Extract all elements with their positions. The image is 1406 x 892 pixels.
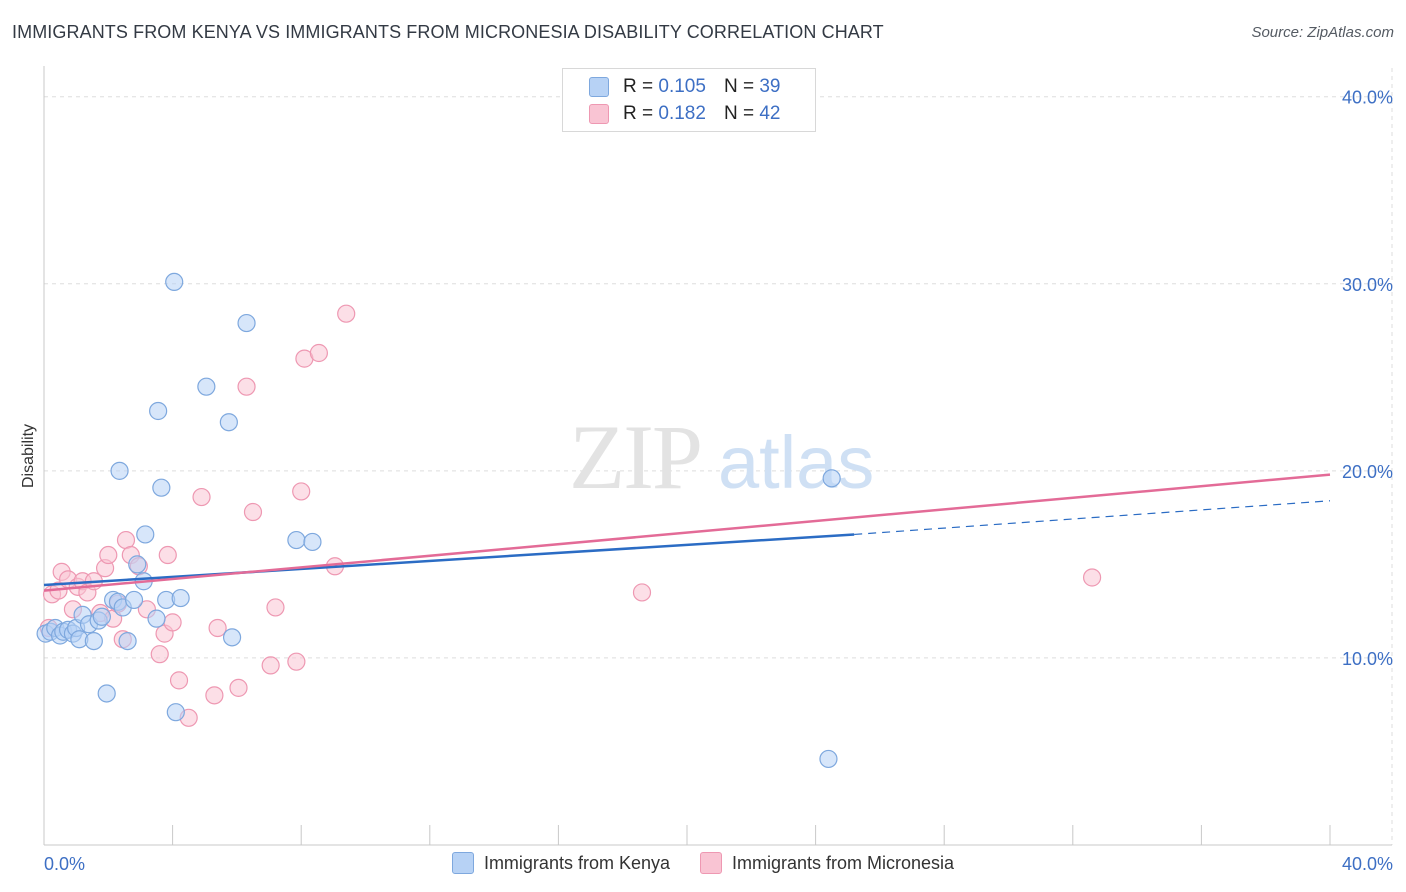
micronesia-r-value: 0.182 bbox=[658, 103, 706, 124]
axis-labels: 10.0% 20.0% 30.0% 40.0% 0.0% 40.0% Disability bbox=[20, 88, 1393, 874]
y-tick-label: 20.0% bbox=[1342, 462, 1393, 482]
kenya-swatch bbox=[589, 77, 609, 97]
micronesia-point bbox=[237, 377, 256, 396]
kenya-trend-extension bbox=[854, 500, 1331, 536]
micronesia-point bbox=[158, 545, 177, 565]
kenya-point bbox=[287, 530, 306, 550]
kenya-point bbox=[92, 607, 111, 626]
micronesia-point bbox=[99, 545, 118, 565]
micronesia-r-label: R = bbox=[623, 103, 654, 124]
kenya-n-value: 39 bbox=[759, 76, 781, 97]
y-tick-label: 40.0% bbox=[1342, 88, 1393, 108]
micronesia-point bbox=[1082, 568, 1102, 587]
axes bbox=[43, 66, 1392, 846]
y-tick-label: 30.0% bbox=[1342, 275, 1393, 295]
micronesia-trend-line bbox=[43, 473, 1331, 592]
kenya-n-label: N = bbox=[723, 76, 755, 97]
micronesia-point bbox=[163, 613, 182, 632]
kenya-point bbox=[237, 313, 256, 333]
legend-item-kenya[interactable]: Immigrants from Kenya bbox=[451, 852, 670, 874]
kenya-point bbox=[165, 272, 184, 292]
stats-legend: R = 0.105 N = 39 R = 0.182 N = 42 bbox=[562, 68, 816, 132]
legend-item-micronesia[interactable]: Immigrants from Micronesia bbox=[700, 852, 954, 874]
chart-title: IMMIGRANTS FROM KENYA VS IMMIGRANTS FROM… bbox=[12, 22, 884, 42]
kenya-points bbox=[36, 272, 841, 769]
kenya-trend-line bbox=[43, 533, 855, 587]
kenya-point bbox=[110, 461, 129, 480]
kenya-point bbox=[819, 749, 838, 769]
y-axis-label: Disability bbox=[20, 424, 37, 488]
kenya-point bbox=[124, 590, 144, 610]
kenya-r-value: 0.105 bbox=[658, 76, 706, 97]
micronesia-point bbox=[337, 304, 356, 323]
kenya-point bbox=[171, 588, 190, 608]
kenya-point bbox=[822, 469, 841, 488]
micronesia-point bbox=[292, 482, 311, 501]
kenya-point bbox=[219, 413, 238, 432]
watermark: ZIP atlas bbox=[569, 406, 874, 508]
x-tick-label-min: 0.0% bbox=[44, 854, 85, 874]
micronesia-n-value: 42 bbox=[759, 103, 781, 124]
micronesia-point bbox=[208, 618, 227, 638]
micronesia-point bbox=[169, 671, 189, 690]
micronesia-point bbox=[205, 686, 224, 705]
micronesia-point bbox=[309, 343, 328, 363]
y-tick-label: 10.0% bbox=[1342, 649, 1393, 669]
kenya-point bbox=[197, 377, 216, 396]
stats-row-micronesia: R = 0.182 N = 42 bbox=[589, 101, 780, 127]
micronesia-point bbox=[150, 645, 169, 664]
kenya-point bbox=[303, 532, 322, 552]
legend-kenya-swatch bbox=[451, 852, 474, 874]
kenya-point bbox=[147, 609, 166, 628]
micronesia-point bbox=[192, 487, 211, 507]
kenya-point bbox=[97, 684, 116, 703]
kenya-point bbox=[152, 478, 171, 497]
micronesia-point bbox=[632, 583, 652, 602]
kenya-r-label: R = bbox=[623, 76, 654, 97]
micronesia-points bbox=[39, 304, 1102, 727]
micronesia-point bbox=[261, 656, 280, 675]
stats-row-kenya: R = 0.105 N = 39 bbox=[589, 74, 780, 100]
x-tick-label-max: 40.0% bbox=[1342, 854, 1393, 874]
legend-micronesia-swatch bbox=[700, 852, 722, 874]
watermark-atlas: atlas bbox=[718, 421, 874, 504]
kenya-point bbox=[222, 628, 242, 647]
source-label: Source: ZipAtlas.com bbox=[1251, 24, 1394, 41]
kenya-point bbox=[118, 631, 137, 651]
kenya-point bbox=[166, 703, 185, 722]
micronesia-point bbox=[287, 652, 306, 671]
trend-lines bbox=[43, 473, 1331, 592]
watermark-zip: ZIP bbox=[569, 406, 701, 508]
micronesia-point bbox=[229, 678, 248, 697]
bottom-legend: Immigrants from Kenya Immigrants from Mi… bbox=[0, 852, 1406, 874]
kenya-point bbox=[128, 555, 147, 574]
micronesia-point bbox=[243, 502, 263, 522]
micronesia-point bbox=[266, 598, 285, 617]
micronesia-swatch bbox=[589, 104, 609, 124]
kenya-point bbox=[136, 525, 155, 544]
kenya-point bbox=[149, 401, 168, 421]
kenya-point bbox=[84, 631, 103, 651]
legend-micronesia-label: Immigrants from Micronesia bbox=[732, 852, 955, 873]
micronesia-n-label: N = bbox=[723, 103, 755, 124]
legend-kenya-label: Immigrants from Kenya bbox=[483, 852, 670, 873]
